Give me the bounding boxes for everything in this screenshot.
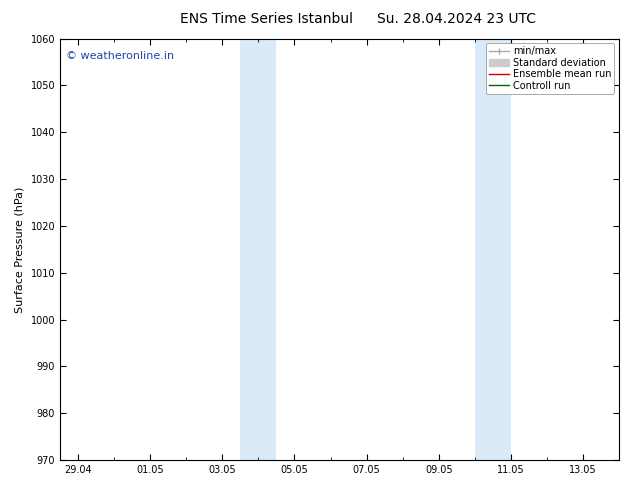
Text: Su. 28.04.2024 23 UTC: Su. 28.04.2024 23 UTC [377, 12, 536, 26]
Bar [240, 39, 276, 460]
Text: © weatheronline.in: © weatheronline.in [66, 51, 174, 61]
Y-axis label: Surface Pressure (hPa): Surface Pressure (hPa) [15, 186, 25, 313]
Legend: min/max, Standard deviation, Ensemble mean run, Controll run: min/max, Standard deviation, Ensemble me… [486, 44, 614, 94]
Text: ENS Time Series Istanbul: ENS Time Series Istanbul [180, 12, 353, 26]
Bar [475, 39, 511, 460]
